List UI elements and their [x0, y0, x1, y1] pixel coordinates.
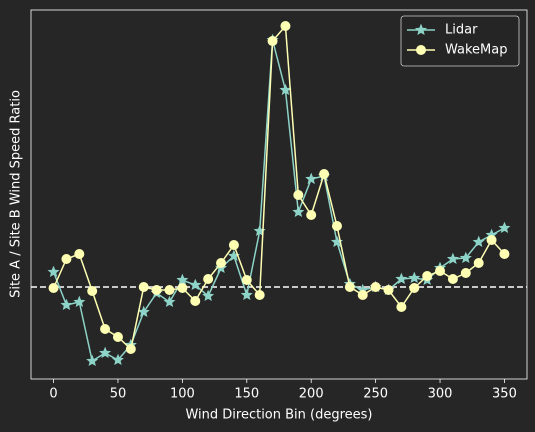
marker	[473, 258, 484, 268]
marker	[396, 302, 407, 312]
marker	[190, 296, 201, 306]
marker	[305, 172, 318, 185]
marker	[163, 295, 176, 308]
x-tick-label: 0	[49, 387, 57, 402]
marker	[446, 252, 459, 265]
marker	[99, 346, 112, 359]
marker	[498, 221, 511, 234]
marker	[164, 285, 175, 295]
legend-label: Lidar	[445, 23, 478, 38]
marker	[486, 235, 497, 245]
marker	[422, 271, 433, 281]
marker	[306, 210, 317, 220]
x-tick-label: 350	[492, 387, 517, 402]
plot-frame	[30, 9, 528, 380]
marker	[87, 286, 98, 296]
marker	[202, 289, 215, 302]
marker	[280, 21, 291, 31]
marker	[472, 235, 485, 248]
marker	[151, 285, 162, 295]
marker	[228, 240, 239, 250]
x-tick-label: 250	[363, 387, 388, 402]
marker	[137, 305, 150, 318]
marker	[416, 45, 426, 55]
legend-box	[400, 15, 520, 67]
marker	[111, 353, 124, 366]
x-tick-label: 300	[428, 387, 453, 402]
marker	[138, 282, 149, 292]
x-tick-label: 100	[170, 387, 195, 402]
marker	[177, 283, 188, 293]
x-tick-label: 200	[299, 387, 324, 402]
marker	[408, 271, 421, 284]
marker	[73, 295, 86, 308]
marker	[267, 36, 278, 46]
marker	[176, 273, 189, 286]
marker	[344, 282, 355, 292]
marker	[459, 251, 472, 264]
marker	[370, 282, 381, 292]
legend-label: WakeMap	[445, 43, 508, 58]
marker	[47, 265, 60, 278]
y-axis-label: Site A / Site B Wind Speed Ratio	[9, 90, 24, 298]
marker	[383, 285, 394, 295]
marker	[60, 298, 73, 311]
marker	[189, 278, 202, 291]
marker	[499, 249, 510, 259]
marker	[293, 190, 304, 200]
marker	[447, 274, 458, 284]
marker	[240, 288, 253, 301]
marker	[435, 266, 446, 276]
marker	[395, 272, 408, 285]
marker	[331, 221, 342, 231]
marker	[414, 23, 428, 36]
marker	[292, 205, 305, 218]
marker	[203, 274, 214, 284]
marker	[86, 354, 99, 367]
marker	[61, 254, 72, 264]
marker	[254, 290, 265, 300]
marker	[279, 83, 292, 96]
marker	[112, 332, 123, 342]
x-axis-label: Wind Direction Bin (degrees)	[185, 408, 372, 423]
marker	[409, 283, 420, 293]
marker	[241, 275, 252, 285]
marker	[460, 268, 471, 278]
marker	[357, 290, 368, 300]
marker	[216, 258, 227, 268]
marker	[74, 249, 85, 259]
x-tick-label: 150	[234, 387, 259, 402]
marker	[319, 169, 330, 179]
marker	[100, 324, 111, 334]
x-tick-label: 50	[110, 387, 127, 402]
marker	[125, 344, 136, 354]
marker	[48, 283, 59, 293]
